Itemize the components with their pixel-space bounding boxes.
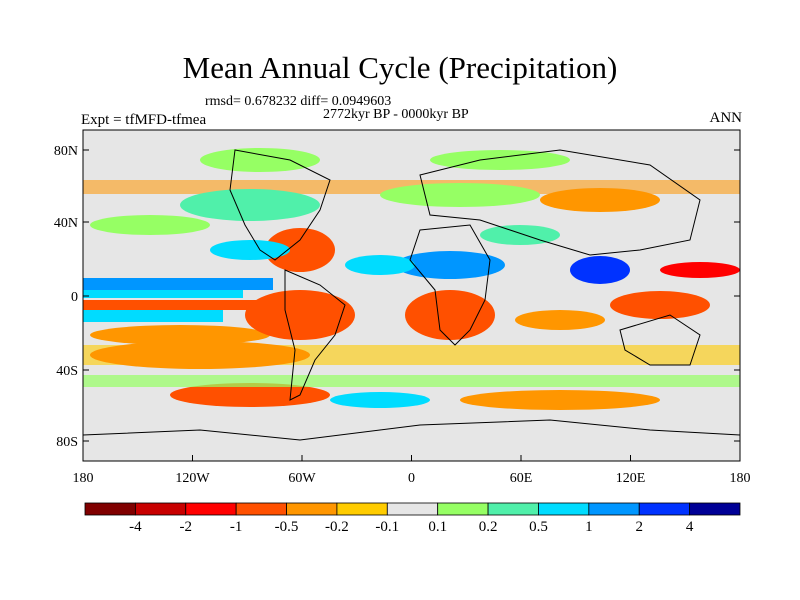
east-pacific-wet	[210, 240, 290, 260]
indian-ocean-dry	[515, 310, 605, 330]
colorbar-label: 0.1	[428, 519, 448, 535]
south-pacific-midlat-dry	[90, 341, 310, 369]
amazon-dry	[245, 290, 355, 340]
colorbar-label: 2	[635, 519, 643, 535]
atlantic-wet	[345, 255, 415, 275]
lon-tick-label: 180	[73, 471, 94, 486]
longitude-axis: 180 120W 60W 0 60E 120E 180	[73, 455, 751, 486]
sahel-wet	[395, 251, 505, 279]
colorbar-swatch	[689, 502, 741, 516]
lat-tick-label: 0	[71, 290, 78, 305]
africa-dry	[405, 290, 495, 340]
lon-tick-label: 180	[730, 471, 751, 486]
colorbar-label: -1	[229, 519, 243, 535]
colorbar-swatch	[437, 502, 489, 516]
lat-tick-label: 80N	[54, 144, 78, 159]
colorbar-swatch	[84, 502, 136, 516]
lon-tick-label: 60E	[510, 471, 533, 486]
lon-tick-label: 120E	[616, 471, 646, 486]
coast-eurasia	[419, 149, 701, 256]
colorbar-label: 1	[585, 519, 593, 535]
coast-australia	[619, 314, 701, 366]
southern-wet-band	[83, 375, 740, 387]
north-pacific-wet	[90, 215, 210, 235]
period-subtitle: 2772kyr BP - 0000kyr BP	[323, 107, 469, 122]
southern-ocean-dry	[170, 383, 330, 407]
experiment-label: Expt = tfMFD-tfmea	[81, 112, 207, 128]
coast-antarctica	[82, 419, 741, 441]
lon-tick-label: 0	[408, 471, 415, 486]
colorbar-swatch	[487, 502, 539, 516]
colorbar-swatch	[235, 502, 287, 516]
pacific-wet-band	[83, 278, 273, 290]
colorbar-swatch	[185, 502, 237, 516]
indian-southern-dry	[460, 390, 660, 410]
colorbar-label: 4	[685, 519, 694, 535]
colorbar-label: -0.5	[274, 519, 299, 535]
india-wet	[570, 256, 630, 284]
north-america-wet	[180, 189, 320, 221]
colorbar-swatch	[386, 502, 439, 516]
colorbar-swatch	[336, 502, 388, 516]
anomaly-field	[83, 148, 740, 410]
lat-tick-label: 80S	[56, 435, 78, 450]
pacific-dry-band	[83, 300, 263, 310]
colorbar-swatch	[134, 502, 187, 516]
colorbar-label: -4	[129, 519, 142, 535]
coast-south-america	[284, 269, 346, 401]
coast-africa	[409, 224, 491, 346]
arctic-wet	[200, 148, 320, 172]
colorbar	[84, 502, 741, 516]
season-label: ANN	[709, 110, 743, 126]
lon-tick-label: 60W	[288, 471, 316, 486]
west-pacific-dry	[660, 262, 740, 278]
colorbar-label: 0.2	[478, 519, 498, 535]
siberia-wet	[430, 150, 570, 170]
colorbar-swatch	[286, 502, 338, 516]
asia-dry	[540, 188, 660, 212]
south-pacific-dry	[90, 325, 270, 345]
spcz-wet-band	[83, 310, 223, 322]
lat-tick-label: 40S	[56, 364, 78, 379]
lon-tick-label: 120W	[175, 471, 210, 486]
pacific-wet-band-edge	[83, 290, 243, 298]
atlantic-southern-wet	[330, 392, 430, 408]
colorbar-label: 0.5	[529, 519, 548, 535]
colorbar-swatch	[638, 502, 691, 516]
colorbar-swatch	[538, 502, 590, 516]
caribbean-dry	[265, 228, 335, 272]
europe-wet	[380, 183, 540, 207]
colorbar-label: -2	[179, 519, 193, 535]
colorbar-label: -0.1	[375, 519, 400, 535]
latitude-axis: 80N 40N 0 40S 80S	[54, 144, 740, 450]
colorbar-swatch	[588, 502, 640, 516]
coastlines	[82, 149, 741, 441]
plot-title: Mean Annual Cycle (Precipitation)	[182, 50, 618, 85]
colorbar-label: -0.2	[325, 519, 349, 535]
lat-tick-label: 40N	[54, 216, 78, 231]
coast-north-america	[229, 149, 331, 261]
stats-subtitle: rmsd= 0.678232 diff= 0.0949603	[205, 94, 392, 109]
maritime-dry	[610, 291, 710, 319]
